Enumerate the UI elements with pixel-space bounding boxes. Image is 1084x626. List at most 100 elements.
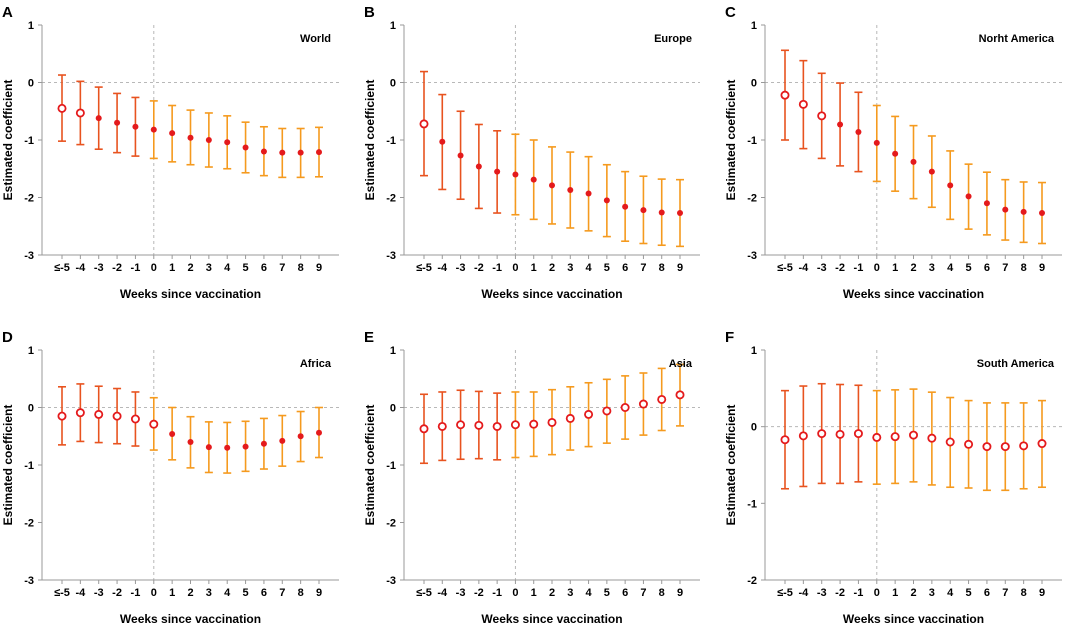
panel-letter: F: [725, 329, 734, 346]
estimate-point: [510, 420, 520, 430]
estimate-point: [965, 193, 972, 200]
y-tick-label: 0: [390, 78, 396, 90]
x-tick-label: 1: [892, 262, 898, 274]
region-title: Europe: [654, 33, 692, 45]
x-tick-label: 8: [659, 262, 665, 274]
estimate-point: [297, 433, 304, 440]
estimate-point: [620, 402, 630, 412]
x-tick-label: 9: [316, 587, 322, 599]
y-tick-label: 1: [28, 345, 34, 357]
estimate-point: [1020, 208, 1027, 215]
x-tick-label: 5: [966, 262, 972, 274]
x-tick-label: 8: [298, 262, 304, 274]
x-tick-label: 3: [567, 587, 573, 599]
x-tick-label: 0: [874, 262, 880, 274]
x-tick-label: -4: [75, 587, 86, 599]
y-tick-label: -1: [24, 135, 34, 147]
estimate-point: [187, 134, 194, 141]
x-tick-label: -4: [798, 587, 809, 599]
x-tick-label: 6: [261, 587, 267, 599]
estimate-point: [242, 144, 249, 151]
estimate-point: [112, 411, 122, 421]
y-tick-label: -1: [747, 498, 757, 510]
estimate-point: [130, 414, 140, 424]
x-tick-label: 7: [279, 262, 285, 274]
x-tick-label: 5: [243, 587, 249, 599]
x-tick-label: -3: [817, 587, 827, 599]
estimate-point: [1000, 442, 1010, 452]
estimate-point: [57, 411, 67, 421]
y-tick-label: -1: [747, 135, 757, 147]
estimate-point: [419, 424, 429, 434]
x-tick-label: -3: [456, 262, 466, 274]
estimate-point: [603, 197, 610, 204]
x-axis-title: Weeks since vaccination: [120, 612, 261, 626]
x-tick-label: 1: [531, 262, 537, 274]
x-tick-label: 3: [567, 262, 573, 274]
estimate-point: [57, 103, 67, 113]
x-tick-label: 4: [947, 262, 954, 274]
y-tick-label: 0: [390, 403, 396, 415]
x-axis-title: Weeks since vaccination: [843, 287, 984, 301]
estimate-point: [983, 200, 990, 207]
panel-letter: E: [364, 329, 374, 346]
estimate-point: [837, 121, 844, 128]
x-tick-label: ≤-5: [54, 587, 70, 599]
estimate-point: [928, 168, 935, 175]
x-tick-label: 0: [151, 587, 157, 599]
estimate-point: [94, 409, 104, 419]
estimate-point: [872, 432, 882, 442]
estimate-point: [565, 413, 575, 423]
estimate-point: [855, 128, 862, 135]
panel-letter: D: [2, 329, 13, 346]
x-tick-label: -1: [492, 262, 502, 274]
estimate-point: [873, 139, 880, 146]
estimate-point: [114, 119, 121, 126]
x-tick-label: -4: [437, 587, 448, 599]
x-tick-label: 0: [512, 262, 518, 274]
estimate-point: [492, 421, 502, 431]
estimate-point: [187, 439, 194, 445]
x-tick-label: 1: [892, 587, 898, 599]
estimate-point: [549, 182, 555, 189]
x-tick-label: -1: [131, 262, 141, 274]
x-tick-label: 8: [1021, 262, 1027, 274]
estimate-point: [567, 187, 574, 194]
region-title: Asia: [669, 358, 693, 370]
x-tick-label: 2: [910, 587, 916, 599]
x-tick-label: 0: [512, 587, 518, 599]
x-tick-label: -3: [94, 587, 104, 599]
y-tick-label: -3: [747, 250, 757, 262]
estimate-point: [169, 430, 176, 437]
y-tick-label: -1: [386, 460, 396, 472]
panel-letter: B: [364, 4, 375, 21]
y-tick-label: -3: [386, 250, 396, 262]
estimate-point: [890, 432, 900, 442]
x-tick-label: 7: [640, 587, 646, 599]
x-tick-label: 9: [677, 587, 683, 599]
x-tick-label: 6: [984, 587, 990, 599]
x-tick-label: ≤-5: [54, 262, 70, 274]
x-tick-label: 2: [910, 262, 916, 274]
panel-letter: A: [2, 4, 13, 21]
x-tick-label: 5: [966, 587, 972, 599]
panel-b: 10-1-2-3≤-5 -4 -3 -2 -1 0 1 2 3 4 5 6 7 8 9BEuropeWeek…: [363, 4, 700, 301]
estimate-point: [260, 440, 267, 447]
x-tick-label: 6: [984, 262, 990, 274]
x-tick-label: 6: [622, 262, 628, 274]
x-tick-label: -4: [798, 262, 809, 274]
estimate-point: [75, 108, 85, 118]
panel-letter: C: [725, 4, 736, 21]
y-tick-label: -2: [386, 193, 396, 205]
x-tick-label: 1: [169, 587, 175, 599]
y-tick-label: -2: [24, 518, 34, 530]
x-tick-label: 3: [929, 587, 935, 599]
estimate-point: [780, 90, 790, 100]
x-tick-label: 9: [1039, 587, 1045, 599]
estimate-point: [658, 209, 665, 216]
y-tick-label: -3: [24, 250, 34, 262]
x-tick-label: 7: [1002, 262, 1008, 274]
estimate-point: [853, 429, 863, 439]
